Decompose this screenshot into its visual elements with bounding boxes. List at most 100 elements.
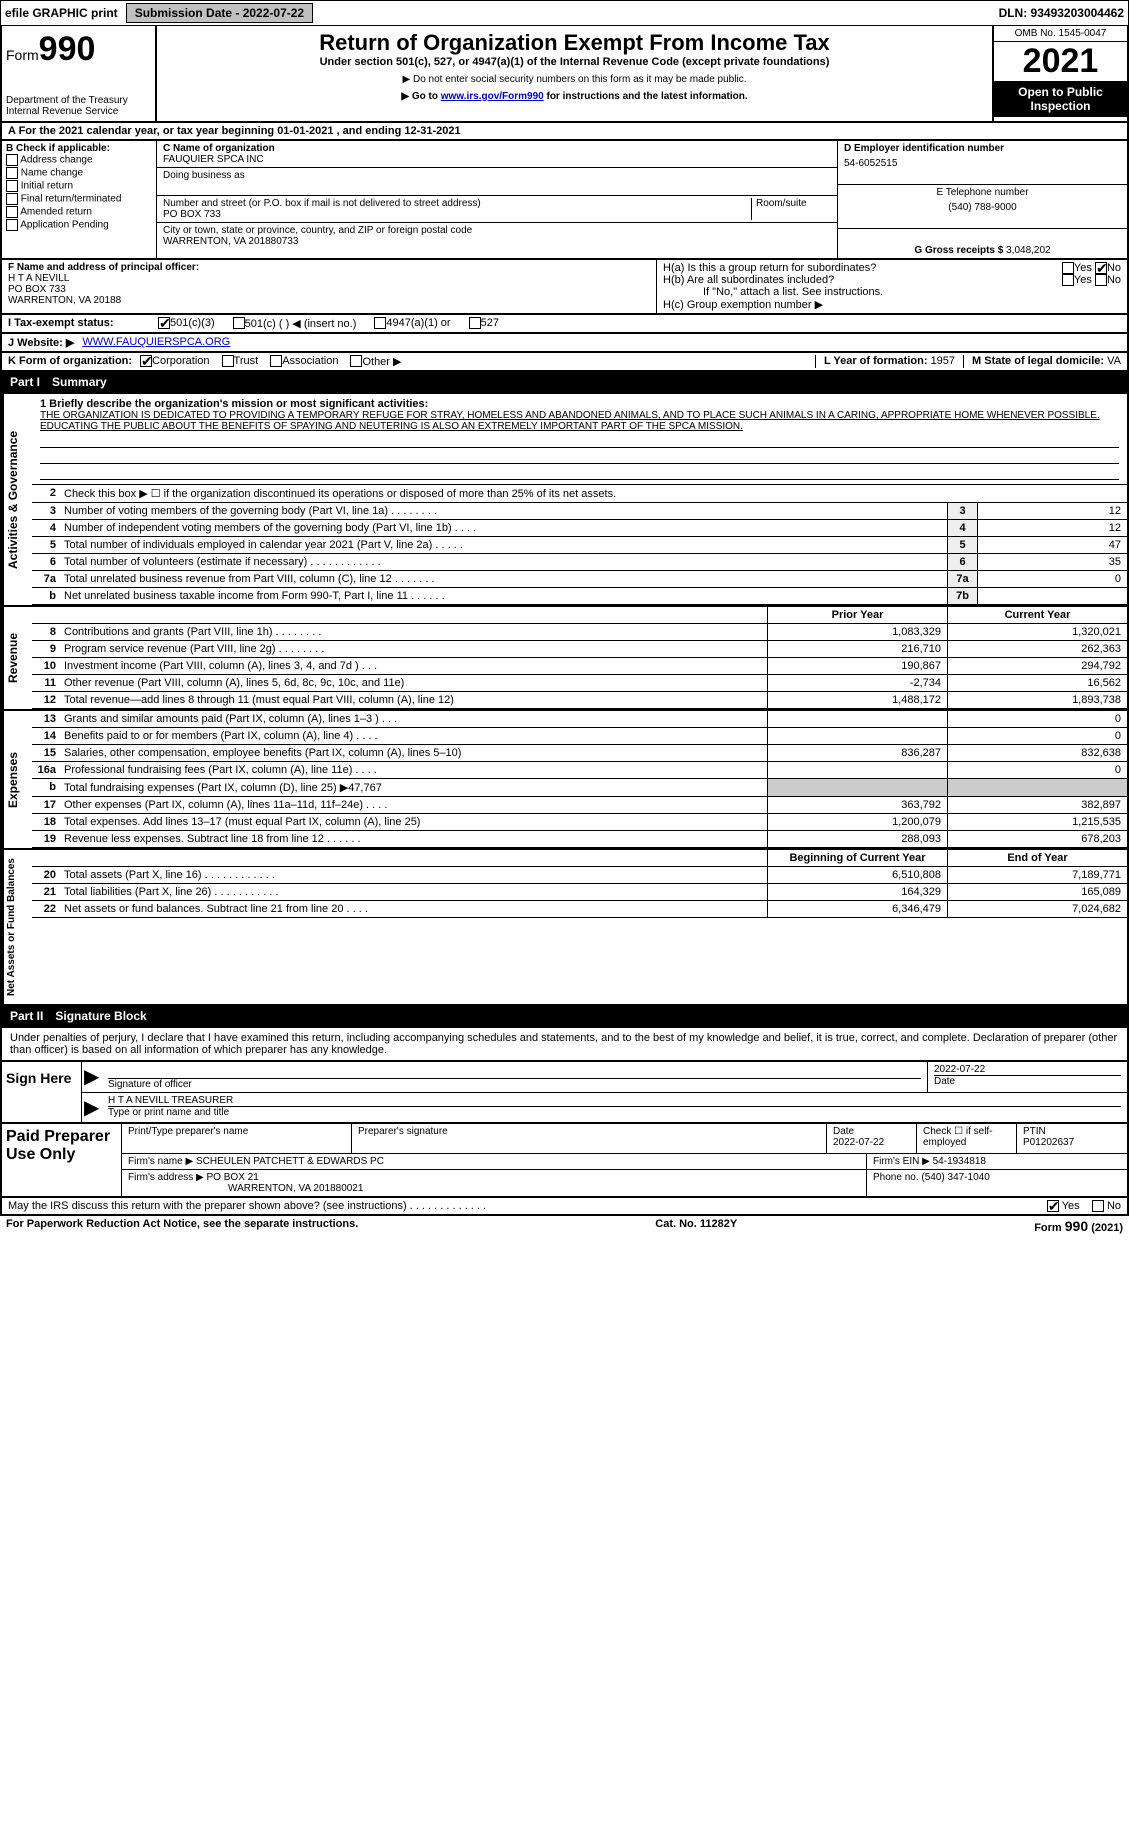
- firm-addr2: WARRENTON, VA 201880021: [128, 1183, 860, 1194]
- submission-date-button[interactable]: Submission Date - 2022-07-22: [126, 3, 313, 23]
- k-other: Other ▶: [362, 355, 401, 368]
- phone-val: (540) 788-9000: [844, 202, 1121, 213]
- i-501c3: 501(c)(3): [170, 317, 215, 330]
- k-other-chk[interactable]: [350, 355, 362, 367]
- row-a: A For the 2021 calendar year, or tax yea…: [0, 123, 1129, 141]
- firm-addr1: PO BOX 21: [207, 1172, 259, 1183]
- part1-num: Part I: [10, 375, 40, 389]
- firm-name-label: Firm's name ▶: [128, 1156, 193, 1167]
- k-assoc-chk[interactable]: [270, 355, 282, 367]
- k-corp-chk[interactable]: [140, 355, 152, 367]
- l-label: L Year of formation:: [824, 355, 928, 367]
- i-4947: 4947(a)(1) or: [386, 317, 450, 330]
- part1-title: Summary: [52, 375, 107, 389]
- fin-row: 13Grants and similar amounts paid (Part …: [32, 711, 1127, 728]
- dba-label: Doing business as: [163, 170, 831, 181]
- firm-name-val: SCHEULEN PATCHETT & EDWARDS PC: [196, 1156, 384, 1167]
- irs-link[interactable]: www.irs.gov/Form990: [441, 91, 544, 102]
- gov-row: 4Number of independent voting members of…: [32, 520, 1127, 537]
- k-assoc: Association: [282, 355, 338, 368]
- firm-phone-val: (540) 347-1040: [921, 1172, 989, 1183]
- may-no-chk[interactable]: [1092, 1200, 1104, 1212]
- may-discuss-row: May the IRS discuss this return with the…: [0, 1198, 1129, 1216]
- sign-here-block: Sign Here ▶ Signature of officer 2022-07…: [0, 1062, 1129, 1124]
- fin-row: 12Total revenue—add lines 8 through 11 (…: [32, 692, 1127, 709]
- i-4947-chk[interactable]: [374, 317, 386, 329]
- i-527-chk[interactable]: [469, 317, 481, 329]
- may-no: No: [1107, 1200, 1121, 1212]
- section-fh: F Name and address of principal officer:…: [0, 260, 1129, 315]
- sign-here-label: Sign Here: [2, 1062, 82, 1122]
- net-header: Beginning of Current Year End of Year: [32, 850, 1127, 867]
- sig-officer-label: Signature of officer: [108, 1078, 921, 1090]
- row-j: J Website: ▶ WWW.FAUQUIERSPCA.ORG: [0, 334, 1129, 353]
- dept-label: Department of the Treasury: [6, 95, 151, 106]
- sig-date-val: 2022-07-22: [934, 1064, 1121, 1075]
- blank-line-3: [40, 466, 1119, 480]
- website-link[interactable]: WWW.FAUQUIERSPCA.ORG: [82, 336, 230, 349]
- form-subtitle: Under section 501(c), 527, or 4947(a)(1)…: [165, 56, 984, 68]
- chk-name[interactable]: [6, 167, 18, 179]
- may-yes-chk[interactable]: [1047, 1200, 1059, 1212]
- tax-year: 2021: [994, 42, 1127, 81]
- i-527: 527: [481, 317, 499, 330]
- i-501c3-chk[interactable]: [158, 317, 170, 329]
- firm-addr-label: Firm's address ▶: [128, 1172, 204, 1183]
- gov-row: 2Check this box ▶ ☐ if the organization …: [32, 485, 1127, 503]
- gov-row: 3Number of voting members of the governi…: [32, 503, 1127, 520]
- fin-row: bTotal fundraising expenses (Part IX, co…: [32, 779, 1127, 797]
- end-year-hdr: End of Year: [947, 850, 1127, 866]
- col-c: C Name of organization FAUQUIER SPCA INC…: [157, 141, 837, 258]
- section-bcde: B Check if applicable: Address change Na…: [0, 141, 1129, 260]
- side-governance: Activities & Governance: [2, 394, 32, 605]
- city-label: City or town, state or province, country…: [163, 225, 831, 236]
- prep-ptin-label: PTIN: [1023, 1126, 1121, 1137]
- chk-pending[interactable]: [6, 219, 18, 231]
- note-ssn: ▶ Do not enter social security numbers o…: [165, 74, 984, 85]
- part2-title: Signature Block: [55, 1009, 146, 1023]
- fin-row: 14Benefits paid to or for members (Part …: [32, 728, 1127, 745]
- side-revenue: Revenue: [2, 607, 32, 709]
- note-link-row: ▶ Go to www.irs.gov/Form990 for instruct…: [165, 91, 984, 102]
- hb-no-chk[interactable]: [1095, 274, 1107, 286]
- irs-label: Internal Revenue Service: [6, 106, 151, 117]
- prep-date-label: Date: [833, 1126, 910, 1137]
- k-trust-chk[interactable]: [222, 355, 234, 367]
- ha-yes-chk[interactable]: [1062, 262, 1074, 274]
- chk-initial[interactable]: [6, 180, 18, 192]
- ha-label: H(a) Is this a group return for subordin…: [663, 262, 876, 274]
- begin-year-hdr: Beginning of Current Year: [767, 850, 947, 866]
- l-val: 1957: [931, 355, 955, 367]
- fin-row: 21Total liabilities (Part X, line 26) . …: [32, 884, 1127, 901]
- k-trust: Trust: [234, 355, 259, 368]
- efile-label: efile GRAPHIC print: [5, 6, 118, 20]
- fin-row: 11Other revenue (Part VIII, column (A), …: [32, 675, 1127, 692]
- side-expenses: Expenses: [2, 711, 32, 848]
- side-net: Net Assets or Fund Balances: [2, 850, 32, 1004]
- hb-yes-chk[interactable]: [1062, 274, 1074, 286]
- chk-amended[interactable]: [6, 206, 18, 218]
- firm-ein-val: 54-1934818: [933, 1156, 986, 1167]
- chk-address[interactable]: [6, 154, 18, 166]
- fin-row: 10Investment income (Part VIII, column (…: [32, 658, 1127, 675]
- gov-row: 7aTotal unrelated business revenue from …: [32, 571, 1127, 588]
- chk-final[interactable]: [6, 193, 18, 205]
- m-val: VA: [1107, 355, 1121, 367]
- fin-row: 16aProfessional fundraising fees (Part I…: [32, 762, 1127, 779]
- current-year-hdr: Current Year: [947, 607, 1127, 623]
- blank-line-1: [40, 434, 1119, 448]
- k-label: K Form of organization:: [8, 355, 132, 368]
- form-number: 990: [39, 30, 96, 68]
- net-section: Net Assets or Fund Balances Beginning of…: [0, 850, 1129, 1006]
- col-b: B Check if applicable: Address change Na…: [2, 141, 157, 258]
- fin-row: 15Salaries, other compensation, employee…: [32, 745, 1127, 762]
- arrow-icon-2: ▶: [82, 1093, 102, 1122]
- footer-left: For Paperwork Reduction Act Notice, see …: [6, 1218, 358, 1234]
- dln-label: DLN: 93493203004462: [999, 6, 1124, 20]
- col-f: F Name and address of principal officer:…: [2, 260, 657, 313]
- i-501c-chk[interactable]: [233, 317, 245, 329]
- prep-date-val: 2022-07-22: [833, 1137, 910, 1148]
- sig-name-val: H T A NEVILL TREASURER: [108, 1095, 1121, 1106]
- ha-no-chk[interactable]: [1095, 262, 1107, 274]
- g-label: G Gross receipts $: [914, 245, 1003, 256]
